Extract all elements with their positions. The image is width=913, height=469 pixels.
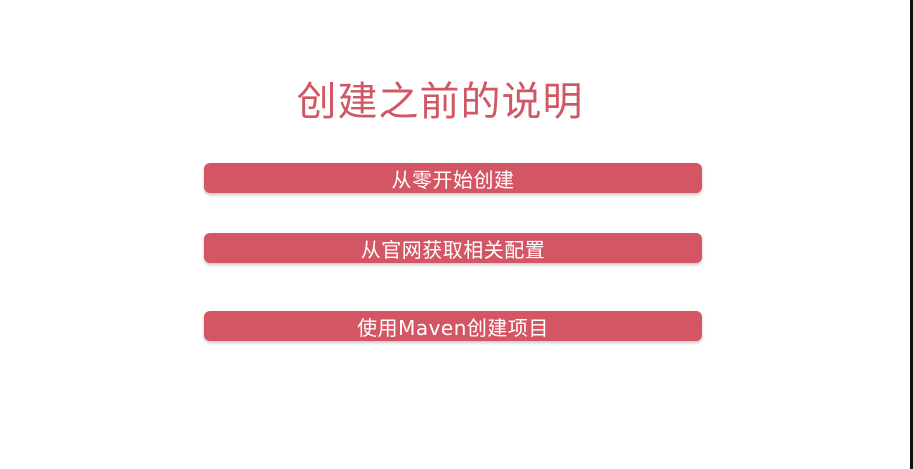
option-bar-create-from-scratch[interactable]: 从零开始创建 [204,163,702,193]
option-bar-label: 使用Maven创建项目 [357,315,549,340]
window-edge-divider [910,0,913,469]
slide-title: 创建之前的说明 [296,79,584,125]
option-bar-label: 从零开始创建 [391,167,515,192]
option-bar-official-config[interactable]: 从官网获取相关配置 [204,233,702,263]
option-bar-maven-project[interactable]: 使用Maven创建项目 [204,311,702,341]
option-bar-label: 从官网获取相关配置 [360,237,546,262]
